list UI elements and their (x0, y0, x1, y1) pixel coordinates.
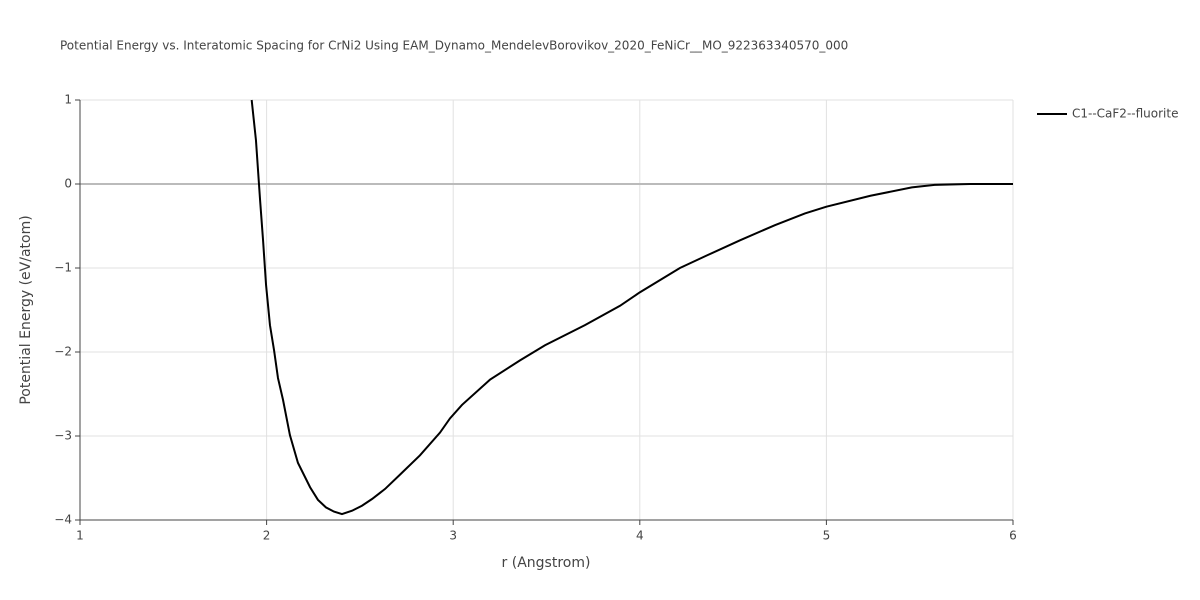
y-tick-label: −4 (54, 513, 72, 527)
x-tick-label: 2 (263, 529, 271, 543)
x-tick-label: 5 (823, 529, 831, 543)
y-tick-label: 1 (64, 93, 72, 107)
y-tick-label: 0 (64, 177, 72, 191)
x-tick-label: 1 (76, 529, 84, 543)
x-axis-title: r (Angstrom) (502, 555, 591, 571)
y-tick-label: −2 (54, 345, 72, 359)
x-tick-label: 6 (1009, 529, 1017, 543)
x-tick-label: 3 (449, 529, 457, 543)
data-line (250, 99, 1013, 516)
legend-label: C1--CaF2--fluorite (1072, 107, 1178, 121)
x-tick-label: 4 (636, 529, 644, 543)
y-axis-title: Potential Energy (eV/atom) (18, 215, 34, 404)
y-tick-label: −3 (54, 429, 72, 443)
y-tick-label: −1 (54, 261, 72, 275)
chart-title: Potential Energy vs. Interatomic Spacing… (60, 39, 848, 53)
